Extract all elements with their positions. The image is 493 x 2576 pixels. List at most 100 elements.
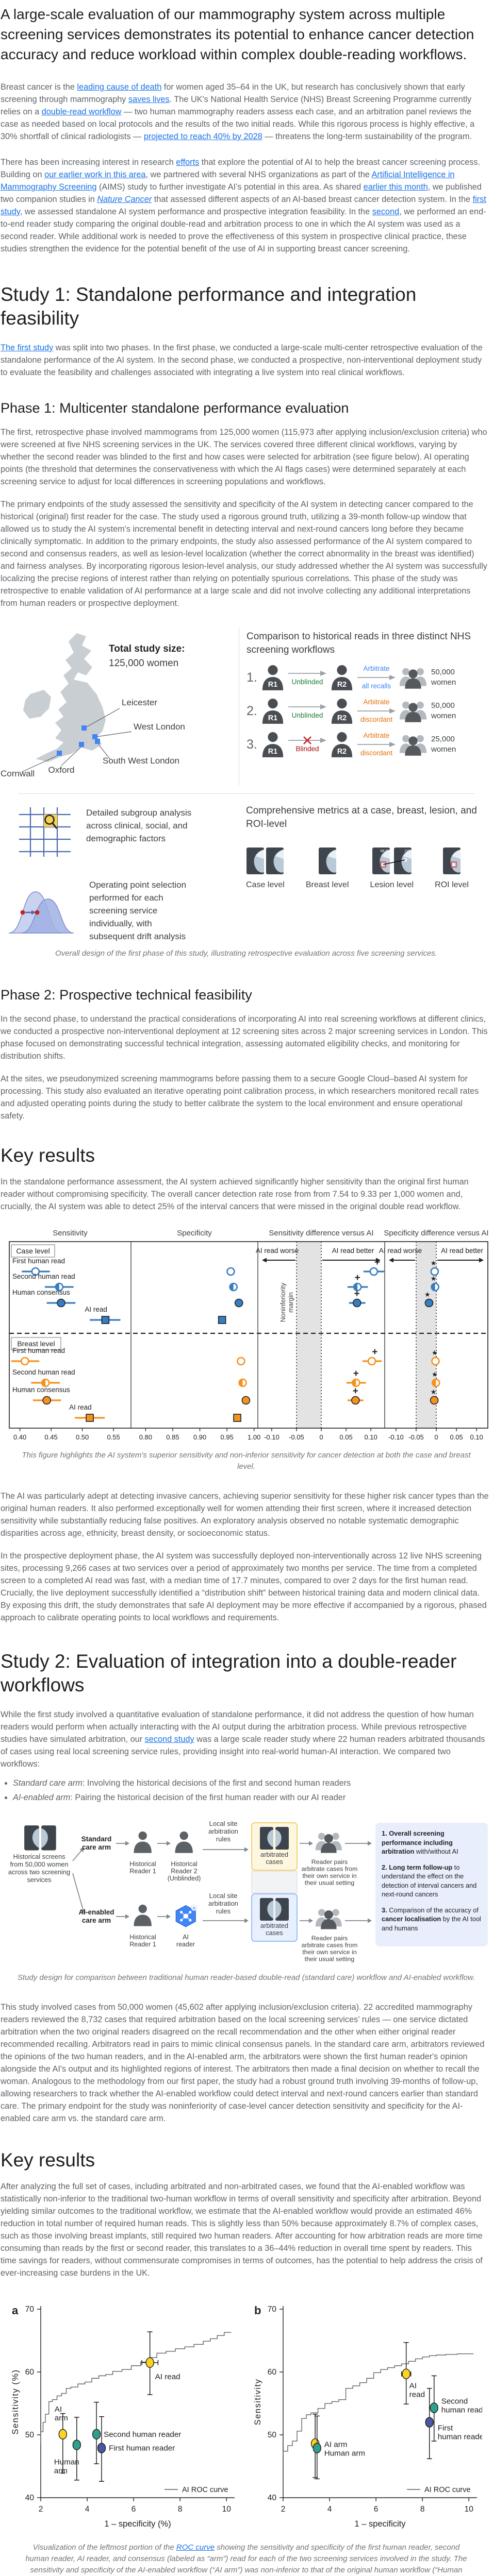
svg-text:Reader 1: Reader 1 (129, 1868, 156, 1875)
svg-text:AI read worse: AI read worse (255, 1247, 298, 1255)
inline-link[interactable]: leading cause of death (77, 82, 162, 92)
svg-text:AI arm: AI arm (324, 2441, 347, 2449)
inline-link[interactable]: double-read workflow (41, 107, 122, 116)
svg-text:Standard: Standard (81, 1835, 112, 1843)
svg-text:+: + (374, 1257, 380, 1268)
inline-link[interactable]: Nature Cancer (97, 195, 152, 204)
svg-text:Sensitivity (%): Sensitivity (%) (11, 2369, 20, 2434)
svg-text:R1: R1 (268, 714, 277, 722)
inline-link[interactable]: Artificial Intelligence in Mammography S… (1, 170, 455, 192)
forest-caption: This figure highlights the AI system's s… (22, 1451, 471, 1471)
figure-study2-design: Historical screens from 50,000 women acros… (1, 1820, 493, 1967)
study2-paragraph-2: This study involved cases from 50,000 wo… (1, 2003, 485, 2123)
key-results1-paragraph-2: The AI was particularly adept at detecti… (1, 1492, 489, 1538)
metric-level-label: Case level (246, 880, 285, 889)
inline-link[interactable]: saves lives (128, 95, 170, 104)
workflow-number: 3. (247, 737, 257, 752)
inline-link[interactable]: second study (144, 1735, 194, 1744)
svg-text:-0.05: -0.05 (408, 1433, 424, 1441)
svg-text:0.50: 0.50 (75, 1433, 88, 1441)
svg-text:★: ★ (430, 1275, 436, 1282)
roc-point (313, 2443, 321, 2453)
svg-text:Cornwall: Cornwall (1, 769, 35, 778)
workflow-panel: Comparison to historical reads in three … (239, 628, 492, 785)
svg-text:6: 6 (131, 2505, 136, 2514)
roc-point (92, 2429, 101, 2439)
uk-map: Total study size: 125,000 women Leicester W… (1, 633, 185, 778)
svg-text:a: a (12, 2304, 19, 2317)
svg-text:AI ROC curve: AI ROC curve (424, 2486, 470, 2494)
arrow-icon (288, 671, 326, 676)
italic-text: AI-enabled arm (13, 1793, 71, 1802)
svg-text:their own service in: their own service in (302, 1948, 356, 1956)
inline-link[interactable]: earlier this month (363, 182, 428, 192)
arrow-icon (288, 736, 326, 744)
svg-text:West London: West London (134, 722, 185, 732)
svg-text:cases: cases (266, 1858, 283, 1866)
svg-text:their usual setting: their usual setting (305, 1956, 355, 1963)
crowd-icon (399, 735, 427, 756)
svg-text:Reader pairs: Reader pairs (311, 1935, 348, 1942)
metrics-panel: Comprehensive metrics at a case, breast,… (239, 796, 492, 943)
workflow-number: 1. (247, 670, 257, 685)
women-count: 25,000 women (431, 735, 456, 754)
bold-text: 1. Overall screening performance includi… (382, 1829, 453, 1855)
svg-text:First human read: First human read (12, 1257, 65, 1265)
svg-text:50: 50 (267, 2431, 276, 2439)
svg-text:0.55: 0.55 (107, 1433, 120, 1441)
svg-text:South West London: South West London (103, 756, 179, 766)
svg-text:Sensitivity difference versus: Sensitivity difference versus AI (269, 1229, 373, 1238)
svg-text:60: 60 (267, 2368, 276, 2377)
phase1-paragraph-1: The first, retrospective phase involved … (1, 428, 487, 486)
key-results2-paragraph-1: After analyzing the full set of cases, i… (1, 2182, 483, 2278)
svg-text:AI: AI (409, 2382, 416, 2391)
svg-text:Leicester: Leicester (122, 698, 157, 707)
inline-link[interactable]: our earlier work in this area (44, 170, 146, 179)
inline-link[interactable]: efforts (176, 158, 200, 167)
svg-text:60: 60 (25, 2368, 34, 2377)
svg-text:human reader: human reader (437, 2433, 482, 2442)
svg-text:AI read better: AI read better (332, 1247, 374, 1255)
inline-link[interactable]: projected to reach 40% by 2028 (143, 132, 262, 141)
inline-link[interactable]: first study (1, 195, 486, 216)
svg-text:AI read: AI read (69, 1403, 92, 1411)
svg-text:+: + (353, 1368, 358, 1379)
svg-text:10: 10 (222, 2505, 231, 2514)
svg-text:AI: AI (183, 1934, 189, 1941)
figure2-caption: Study design for comparison between trad… (17, 1973, 475, 1982)
svg-text:arbitrate cases from: arbitrate cases from (302, 1866, 358, 1873)
svg-text:arbitrate cases from: arbitrate cases from (302, 1942, 358, 1949)
workflow-number: 2. (247, 703, 257, 718)
key-results2-heading: Key results (1, 2149, 95, 2171)
roc-point (425, 2417, 434, 2428)
workflow-row: 1. R1 Unblinded R2 Arbitrate all recalls 50,00… (247, 665, 492, 690)
metric-level-label: ROI level (435, 880, 469, 889)
svg-text:arm: arm (54, 2467, 67, 2476)
inline-link[interactable]: The first study (1, 343, 54, 352)
svg-text:Reader 1: Reader 1 (129, 1941, 156, 1948)
site-marker (81, 725, 87, 731)
key-results1-paragraph-1: In the standalone performance assessment… (1, 1177, 469, 1211)
roc-point (97, 2443, 106, 2453)
reader-icon: R2 (331, 732, 353, 757)
arbitration-label-top: Arbitrate (363, 665, 390, 672)
svg-text:0.80: 0.80 (139, 1433, 152, 1441)
svg-text:R1: R1 (268, 681, 277, 689)
inline-link[interactable]: ROC curve (176, 2543, 215, 2552)
svg-text:50: 50 (25, 2431, 34, 2439)
svg-text:0: 0 (319, 1433, 323, 1441)
svg-text:b: b (254, 2304, 261, 2317)
svg-text:Second: Second (441, 2397, 468, 2406)
metric-level: ROI level (435, 848, 469, 890)
svg-text:rules: rules (216, 1907, 231, 1915)
svg-text:40: 40 (25, 2494, 34, 2502)
operating-point-text: Operating point selection performed for … (89, 880, 187, 941)
svg-text:Human consensus: Human consensus (12, 1386, 70, 1394)
inline-link[interactable]: second (372, 207, 400, 216)
svg-text:MLO: MLO (381, 850, 389, 853)
svg-text:40: 40 (267, 2494, 276, 2502)
svg-text:CC: CC (405, 850, 410, 853)
svg-text:Human consensus: Human consensus (12, 1289, 70, 1296)
key-results1-heading: Key results (1, 1145, 95, 1166)
